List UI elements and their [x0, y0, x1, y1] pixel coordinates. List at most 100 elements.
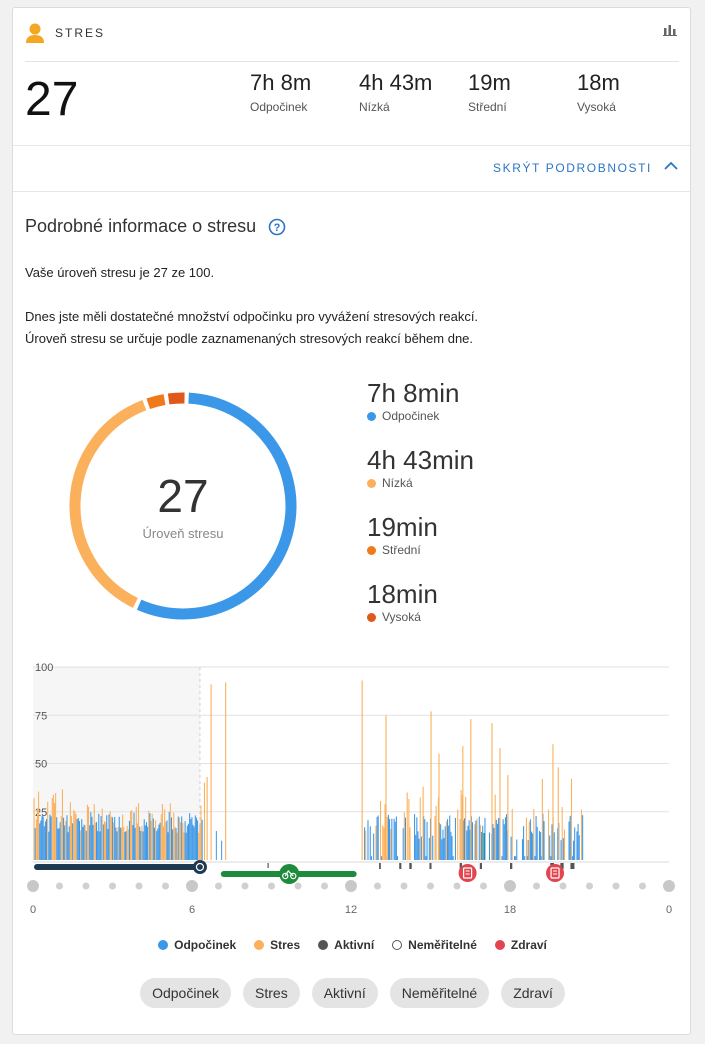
rest-bar	[77, 817, 79, 860]
rest-bar	[166, 820, 168, 860]
stress-bar	[122, 814, 124, 860]
svg-text:?: ?	[274, 222, 281, 234]
filter-stress-button[interactable]: Stres	[243, 978, 300, 1008]
stress-bar	[127, 829, 129, 860]
hide-details-label[interactable]: SKRÝT PODROBNOSTI	[492, 161, 652, 175]
rest-bar	[441, 839, 443, 860]
hour-dot	[162, 882, 169, 890]
rest-bar	[416, 817, 418, 860]
chart-legend: Odpočinek Stres Aktivní Neměřitelné Zdra…	[13, 938, 692, 952]
stress-bar	[169, 803, 171, 860]
stress-bar	[203, 782, 206, 860]
stress-bar	[51, 797, 53, 860]
rest-bar	[114, 816, 116, 860]
hour-dot	[27, 880, 39, 892]
stress-bar	[180, 822, 182, 860]
stress-bar	[164, 809, 166, 860]
rest-bar	[557, 828, 559, 860]
rest-bar	[540, 832, 542, 860]
stress-bar	[198, 832, 200, 860]
bar-chart-icon[interactable]	[663, 24, 677, 36]
stress-bar	[150, 820, 152, 860]
rest-bar	[466, 830, 468, 860]
legend-rest: Odpočinek	[158, 938, 236, 952]
rest-bar	[571, 856, 573, 860]
filter-health-button[interactable]: Zdraví	[501, 978, 565, 1008]
stress-bar	[173, 812, 175, 860]
filter-rest-button[interactable]: Odpočinek	[140, 978, 232, 1008]
hide-details-toggle[interactable]: SKRÝT PODROBNOSTI	[13, 145, 692, 192]
hour-dot	[480, 882, 487, 890]
rest-bar	[49, 814, 51, 860]
rest-bar	[134, 827, 136, 860]
rest-bar	[63, 817, 65, 860]
rest-bar	[83, 824, 85, 860]
rest-bar	[189, 813, 191, 860]
stress-level-value: 27	[25, 73, 79, 126]
rest-bar	[221, 840, 223, 860]
stat-medium: 19m Střední	[468, 70, 511, 114]
rest-bar	[387, 814, 389, 860]
rest-bar	[432, 835, 434, 860]
stress-bar	[138, 803, 140, 860]
rest-bar	[532, 833, 534, 860]
stress-bar	[460, 789, 462, 860]
stress-bar	[88, 806, 90, 860]
chevron-up-icon[interactable]	[664, 161, 678, 171]
active-marker	[399, 863, 402, 869]
rest-bar	[482, 825, 484, 860]
rest-bar	[78, 821, 81, 860]
stress-bar	[60, 816, 62, 860]
rest-bar	[550, 856, 552, 860]
rest-bar	[510, 836, 512, 860]
stress-bar	[561, 807, 563, 860]
stress-bar	[131, 810, 133, 860]
rest-bar	[516, 839, 518, 860]
rest-bar	[167, 832, 169, 860]
rest-bar	[124, 832, 126, 860]
stress-bar	[71, 816, 73, 860]
rest-bar	[541, 856, 543, 860]
stress-bar	[73, 810, 75, 860]
stress-bar	[80, 830, 82, 860]
stress-bar	[361, 680, 363, 860]
active-marker	[459, 863, 462, 869]
rest-bar	[415, 834, 417, 860]
rest-bar	[501, 856, 503, 860]
rest-bar	[152, 818, 154, 860]
rest-bar	[99, 831, 101, 860]
rest-bar	[573, 840, 575, 860]
rest-bar	[41, 815, 43, 860]
stat-label: Střední	[468, 100, 507, 114]
breakdown-value: 19min	[367, 512, 438, 542]
help-icon[interactable]: ?	[268, 218, 286, 236]
stress-bar	[225, 682, 227, 860]
rest-bar	[46, 819, 48, 860]
stress-timeline-chart: 100 75 50 25 0 6 12 18 0	[13, 648, 692, 918]
stat-label: Vysoká	[577, 100, 616, 114]
hour-dot	[215, 882, 222, 890]
filter-active-button[interactable]: Aktivní	[311, 978, 378, 1008]
rest-bar	[186, 825, 188, 860]
hour-dot	[427, 882, 434, 890]
filter-unmeasurable-button[interactable]: Neměřitelné	[389, 978, 490, 1008]
rest-bar	[184, 821, 186, 860]
rest-bar	[468, 820, 470, 860]
stress-bar	[183, 832, 185, 860]
description-line-2: Úroveň stresu se určuje podle zaznamenan…	[25, 331, 474, 346]
rest-bar	[158, 824, 160, 860]
rest-bar	[39, 823, 41, 860]
low-dot-icon	[367, 478, 376, 488]
rest-bar	[394, 821, 396, 860]
stress-bar	[409, 827, 411, 860]
breakdown-high: 18min Vysoká	[367, 579, 438, 624]
stress-bar	[105, 822, 107, 860]
stress-bar	[103, 821, 105, 860]
rest-bar	[107, 829, 109, 860]
rest-bar	[513, 856, 516, 860]
rest-bar	[495, 819, 497, 860]
stress-bar	[136, 823, 138, 860]
rest-dot-icon	[158, 940, 169, 950]
rest-bar	[193, 826, 195, 860]
stat-high: 18m Vysoká	[577, 70, 620, 114]
